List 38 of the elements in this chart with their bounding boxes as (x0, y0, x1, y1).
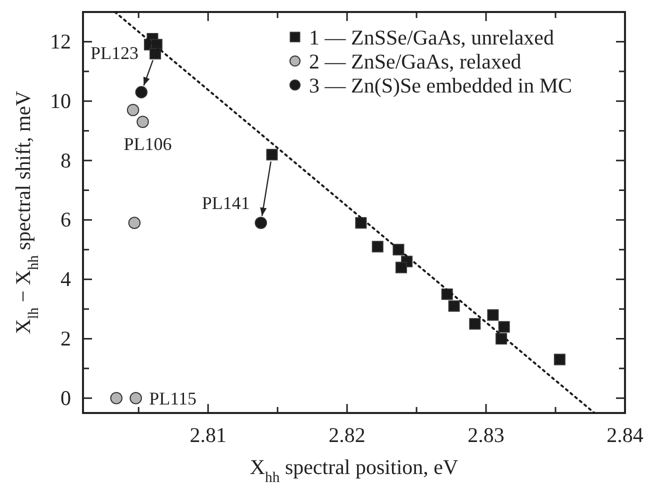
legend-label: 2 — ZnSe/GaAs, relaxed (309, 49, 522, 74)
point (498, 321, 510, 333)
point (441, 288, 453, 300)
x-tick-label: 2.83 (468, 422, 504, 447)
annotation: PL123 (90, 43, 138, 64)
point (130, 392, 142, 404)
y-tick-label: 0 (60, 386, 71, 410)
x-tick-label: 2.84 (606, 422, 644, 447)
x-axis-title: X$_{hh}$ spectral position, eV (250, 455, 458, 486)
point (136, 116, 149, 128)
point (126, 104, 140, 116)
point (469, 318, 481, 330)
y-tick-label: 4 (60, 267, 72, 292)
point (554, 354, 566, 366)
point (254, 216, 268, 230)
point (372, 240, 384, 252)
legend-label: 3 — Zn(S)Se embedded in MC (309, 73, 572, 98)
point (135, 86, 148, 98)
x-tick-label: 2.81 (190, 422, 226, 447)
point (448, 300, 460, 312)
legend-label: 1 — ZnSSe/GaAs, unrelaxed (309, 25, 554, 50)
annotation: PL106 (124, 134, 172, 154)
x-tick-label: 2.82 (328, 422, 366, 447)
y-tick-label: 8 (60, 148, 71, 172)
point (266, 148, 278, 160)
y-tick-label: 12 (50, 29, 71, 54)
y-tick-label: 6 (60, 208, 71, 232)
point (150, 48, 162, 60)
y-tick-label: 10 (50, 88, 71, 113)
y-tick-label: 2 (60, 326, 71, 350)
point (487, 309, 499, 321)
annotation: PL141 (202, 193, 250, 214)
point (110, 392, 122, 404)
point (496, 332, 508, 344)
point (128, 216, 141, 230)
point (396, 262, 407, 274)
annotation: PL115 (149, 388, 196, 408)
point (355, 217, 367, 229)
